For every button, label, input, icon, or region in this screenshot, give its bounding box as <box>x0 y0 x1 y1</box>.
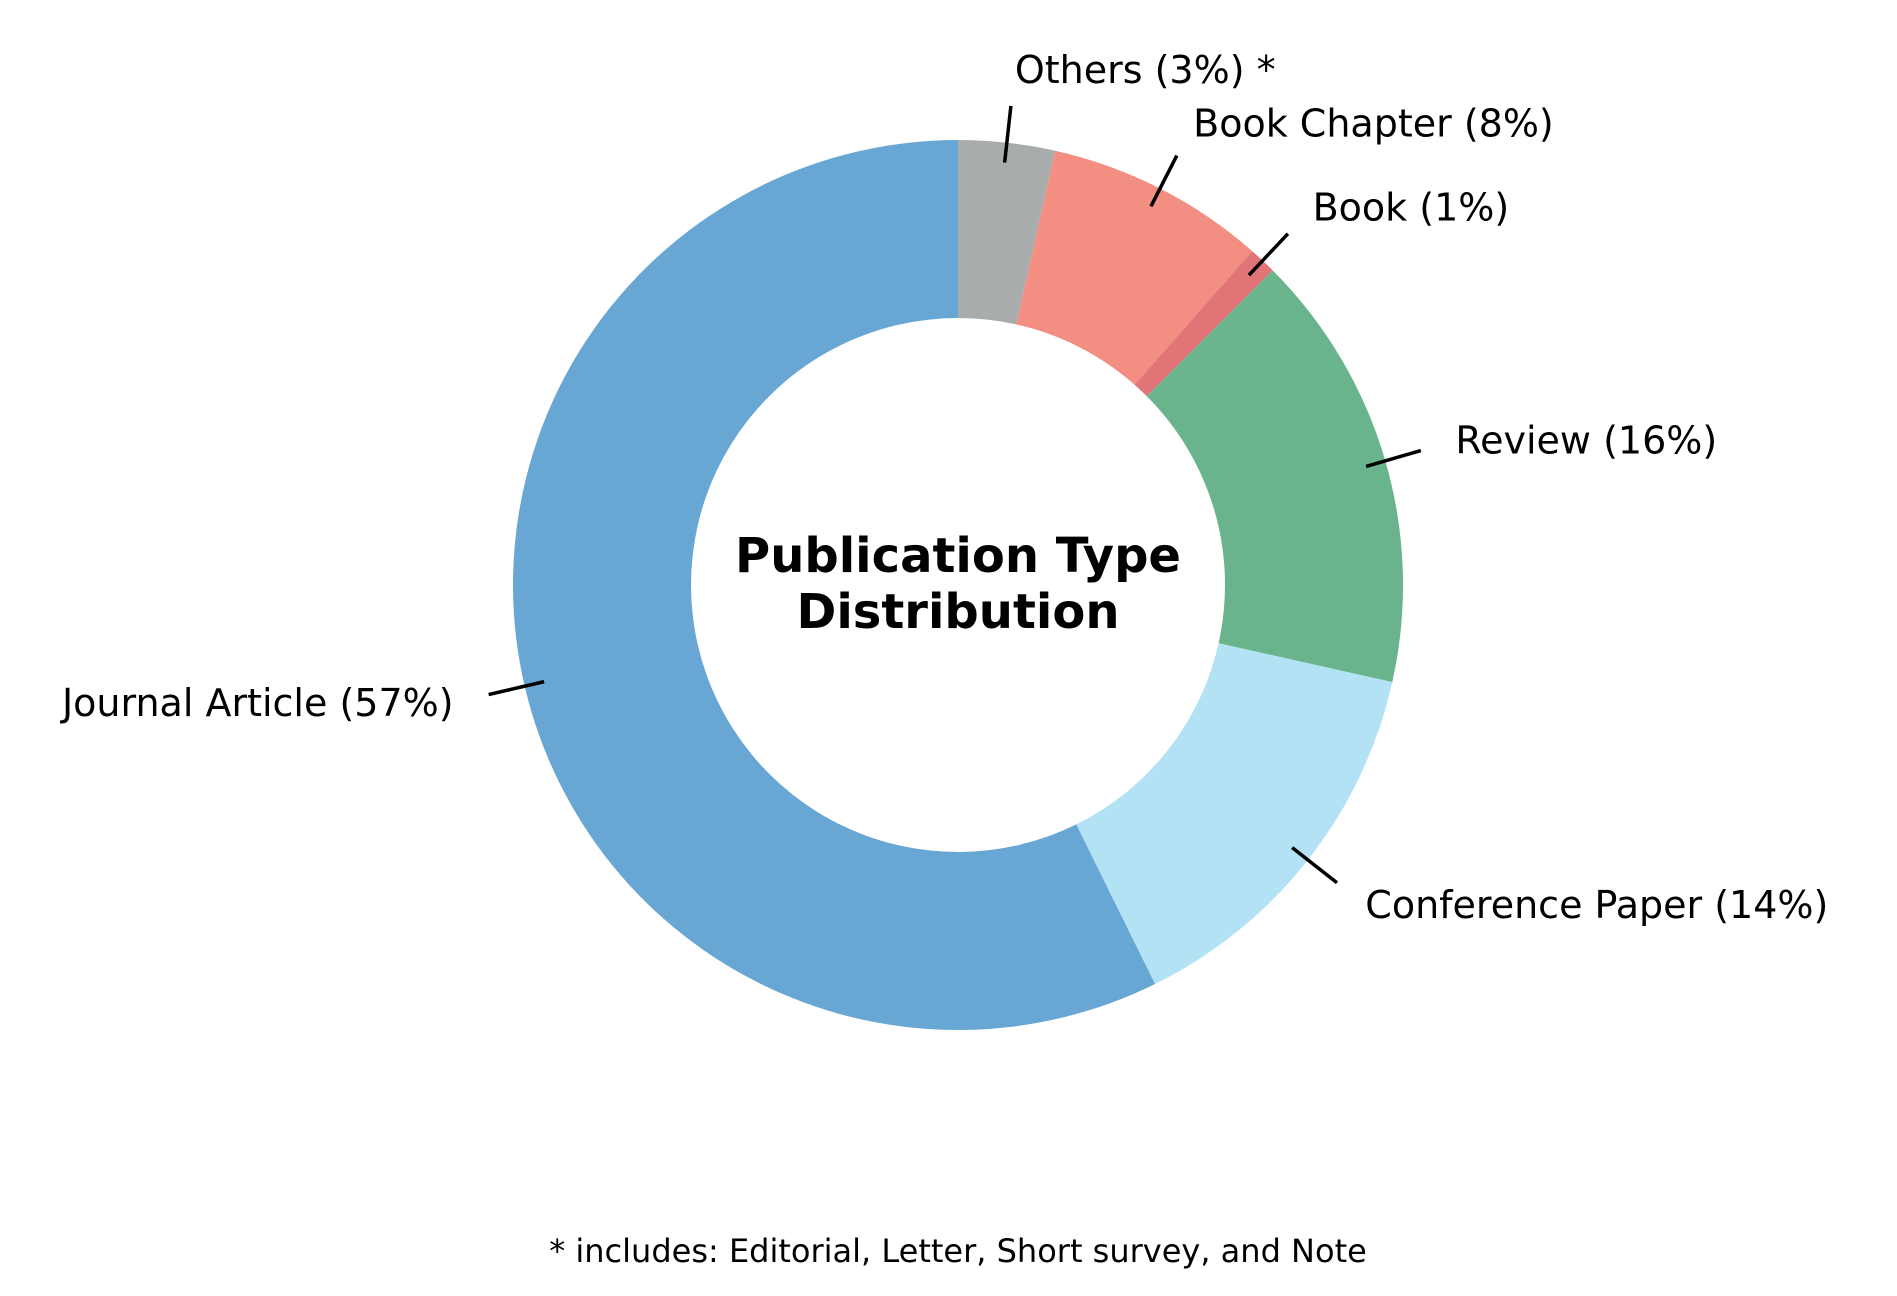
slice-book-chapter <box>1016 150 1253 385</box>
slice-review <box>1146 270 1404 683</box>
slice-label-journal-article: Journal Article (57%) <box>60 681 454 725</box>
slice-labels: Others (3%) * Book Chapter (8%) Book (1%) R… <box>60 48 1828 927</box>
slice-label-review: Review (16%) <box>1455 418 1717 462</box>
slice-label-conference-paper: Conference Paper (14%) <box>1365 883 1828 927</box>
leader-line-book <box>1247 232 1290 277</box>
leader-line-others <box>1002 105 1013 163</box>
slice-conference-paper <box>1076 643 1393 985</box>
slice-others <box>958 140 1056 325</box>
chart-footnote: * includes: Editorial, Letter, Short sur… <box>549 1232 1367 1270</box>
slice-label-book-chapter: Book Chapter (8%) <box>1193 101 1554 145</box>
slice-journal-article <box>513 140 1156 1031</box>
chart-title-line-1: Publication Type <box>735 528 1181 584</box>
label-leader-lines <box>488 105 1422 885</box>
leader-line-journal-article <box>488 679 545 697</box>
slice-label-others: Others (3%) * <box>1015 48 1276 92</box>
slice-label-book: Book (1%) <box>1313 185 1510 229</box>
leader-line-conference-paper <box>1291 846 1339 885</box>
leader-line-book-chapter <box>1149 154 1179 208</box>
chart-title-line-2: Distribution <box>796 584 1119 640</box>
leader-line-review <box>1365 448 1422 469</box>
donut-slices <box>513 140 1404 1031</box>
slice-book <box>1134 251 1273 397</box>
